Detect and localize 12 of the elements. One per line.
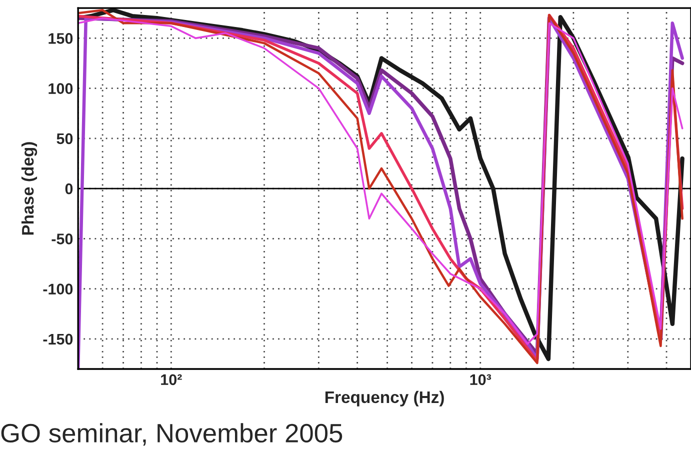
x-tick-label: 10²: [161, 374, 182, 386]
y-tick-label: -100: [43, 284, 73, 294]
y-tick-label: 100: [48, 83, 73, 94]
y-axis-title: Phase (deg): [21, 142, 38, 235]
y-tick-label: -150: [43, 334, 73, 345]
y-tick-label: 50: [56, 133, 73, 144]
y-tick-label: -50: [52, 234, 73, 244]
y-tick-label: 0: [65, 183, 73, 194]
x-tick-label: 10³: [470, 374, 492, 386]
text: GO seminar, November 2005: [1, 423, 342, 446]
y-tick-label: 150: [48, 33, 73, 44]
x-axis-title: Frequency (Hz): [325, 390, 444, 406]
